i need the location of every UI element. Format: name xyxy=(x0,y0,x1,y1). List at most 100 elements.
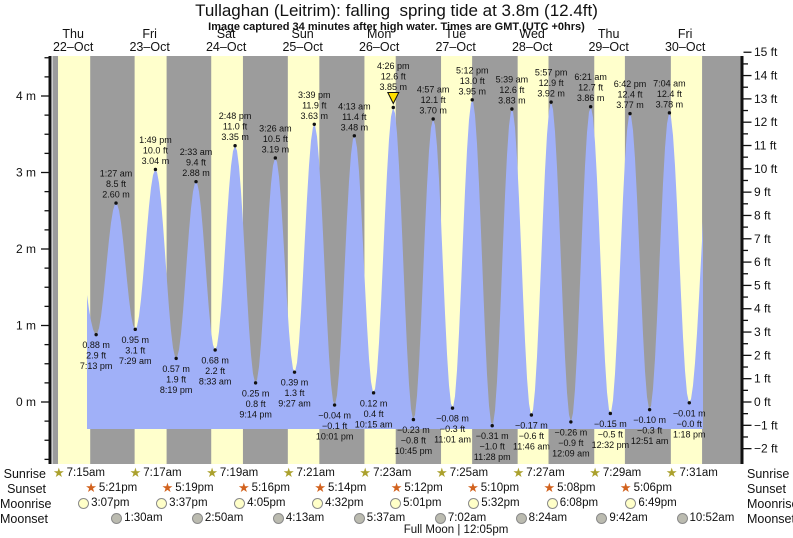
sunrise-icon: ★ xyxy=(359,464,372,480)
low-tide-point: 0.25 m 0.8 ft 9:14 pm xyxy=(239,381,272,419)
tide-curve xyxy=(87,101,703,429)
tide-annotation: 5:12 pm 13.0 ft 3.95 m xyxy=(456,65,489,96)
sunrise-icon: ★ xyxy=(512,464,525,480)
low-tide-point: 0.12 m 0.4 ft 10:15 am xyxy=(355,391,393,429)
tide-annotation: 1:49 pm 10.0 ft 3.04 m xyxy=(139,135,172,166)
tide-dot xyxy=(588,105,593,109)
sunrise-icon: ★ xyxy=(53,464,65,480)
tide-annotation: 4:26 pm 12.6 ft 3.85 m xyxy=(377,61,410,92)
sunrise-time: 7:19am xyxy=(219,467,259,479)
sunset-time: 5:14pm xyxy=(327,482,367,494)
tide-annotation: 0.68 m 2.2 ft 8:33 am xyxy=(199,355,232,386)
moonrise-time: 6:08pm xyxy=(559,497,599,509)
moonset-event: 9:42am xyxy=(596,511,648,525)
day-date: 24–Oct xyxy=(206,40,247,54)
moonset-icon xyxy=(434,512,446,524)
tide-annotation: 5:39 am 12.6 ft 3.83 m xyxy=(496,75,529,106)
moonset-icon xyxy=(353,512,365,524)
tide-annotation: 0.57 m 1.9 ft 8:19 pm xyxy=(160,364,193,395)
sunrise-event: ★ 7:31am xyxy=(666,466,718,480)
tide-annotation: 0.12 m 0.4 ft 10:15 am xyxy=(355,398,393,429)
tide-annotation: −0.10 m −0.3 ft 12:51 am xyxy=(631,415,669,446)
day-name: Wed xyxy=(519,27,545,41)
sunrise-time: 7:21am xyxy=(296,467,335,479)
tide-annotation: −0.26 m −0.9 ft 12:09 am xyxy=(552,427,590,458)
tide-dot xyxy=(292,370,297,374)
tide-dot xyxy=(687,401,691,405)
tide-dot xyxy=(549,100,553,104)
high-tide-point: 3:26 am 10.5 ft 3.19 m xyxy=(259,123,292,160)
high-tide-point: 5:57 pm 12.9 ft 3.92 m xyxy=(535,68,567,104)
high-tide-point: 4:13 am 11.4 ft 3.48 m xyxy=(338,101,371,138)
high-tide-point: 1:49 pm 10.0 ft 3.04 m xyxy=(139,135,172,172)
sunrise-event: ★ 7:19am xyxy=(206,466,258,480)
tide-annotation: 1:27 am 8.5 ft 2.60 m xyxy=(100,169,133,200)
moonrise-event: 3:37pm xyxy=(156,496,208,510)
feet-tick-label: 9 ft xyxy=(754,185,771,199)
sunset-icon: ★ xyxy=(467,479,479,495)
moonrise-event: 3:07pm xyxy=(78,496,129,510)
tide-annotation: 0.95 m 3.1 ft 7:29 am xyxy=(119,335,152,366)
low-tide-point: −0.08 m −0.3 ft 11:01 am xyxy=(434,406,471,445)
tide-annotation: −0.04 m −0.1 ft 10:01 pm xyxy=(316,411,354,442)
low-tide-point: −0.23 m −0.8 ft 10:45 pm xyxy=(395,417,433,456)
sunrise-time: 7:23am xyxy=(373,467,412,479)
sunrise-icon: ★ xyxy=(282,464,295,480)
low-tide-point: −0.26 m −0.9 ft 12:09 am xyxy=(552,420,590,458)
moonset-event: 2:50am xyxy=(191,511,243,525)
tide-annotation: 0.39 m 1.3 ft 9:27 am xyxy=(278,378,311,409)
low-tide-point: −0.04 m −0.1 ft 10:01 pm xyxy=(316,403,354,442)
tide-annotations: 0.88 m 2.9 ft 7:13 pm 1:27 am 8.5 ft 2.60 m 0.… xyxy=(80,61,706,462)
tide-annotation: 2:48 pm 11.0 ft 3.35 m xyxy=(219,111,252,142)
sunset-time: 5:21pm xyxy=(98,482,138,494)
low-tide-point: 0.57 m 1.9 ft 8:19 pm xyxy=(160,356,193,395)
tide-dot xyxy=(114,201,118,205)
sunset-time: 5:16pm xyxy=(251,482,290,494)
tide-dot xyxy=(569,420,573,424)
low-tide-point: −0.01 m −0.0 ft 1:18 pm xyxy=(673,401,706,439)
sunset-icon: ★ xyxy=(619,479,632,495)
low-tide-point: −0.17 m −0.6 ft 11:46 am xyxy=(513,413,550,452)
low-tide-point: −0.31 m −1.0 ft 11:28 pm xyxy=(474,424,511,462)
high-tide-point: 3:39 pm 11.9 ft 3.63 m xyxy=(298,90,331,127)
feet-tick-label: 12 ft xyxy=(754,115,778,129)
tide-dot xyxy=(608,411,613,416)
moonrise-event: 5:32pm xyxy=(468,496,520,510)
tide-dot xyxy=(153,167,158,172)
moonrise-icon xyxy=(546,497,558,509)
sunrise-time: 7:31am xyxy=(679,467,718,479)
low-tide-point: −0.15 m −0.5 ft 12:32 pm xyxy=(592,411,629,450)
sunrise-time: 7:25am xyxy=(449,467,489,479)
tide-annotation: −0.23 m −0.8 ft 10:45 pm xyxy=(395,425,433,456)
feet-tick-label: 8 ft xyxy=(754,208,771,222)
day-date: 22–Oct xyxy=(53,40,94,54)
moonset-event: 1:30am xyxy=(111,511,163,525)
day-name: Sat xyxy=(217,27,236,41)
feet-tick-label: 4 ft xyxy=(754,302,771,316)
high-tide-point: 2:48 pm 11.0 ft 3.35 m xyxy=(219,111,252,148)
sunset-icon: ★ xyxy=(161,479,174,495)
sunrise-time: 7:15am xyxy=(66,467,106,479)
low-tide-point: −0.10 m −0.3 ft 12:51 am xyxy=(631,407,669,446)
high-tide-point: 6:21 am 12.7 ft 3.86 m xyxy=(574,72,607,109)
tide-dot xyxy=(490,424,494,428)
moonset-event: 5:37am xyxy=(353,511,405,525)
moonrise-icon xyxy=(625,497,637,509)
moonset-icon xyxy=(272,512,284,524)
feet-tick-label: 13 ft xyxy=(754,92,778,106)
day-date: 29–Oct xyxy=(588,40,629,54)
moonset-event: 4:13am xyxy=(272,511,324,525)
moonrise-row-label: Moonrise xyxy=(0,497,52,511)
moonset-icon xyxy=(676,512,688,524)
moonrise-icon xyxy=(468,497,480,509)
day-headers: Thu22–OctFri23–OctSat24–OctSun25–OctMon2… xyxy=(53,27,706,54)
sunset-icon: ★ xyxy=(314,479,326,495)
sunrise-time: 7:27am xyxy=(526,467,565,479)
moonset-time: 9:42am xyxy=(609,512,648,524)
tide-annotation: 2:33 am 9.4 ft 2.88 m xyxy=(180,147,213,178)
sunset-event: ★ 5:16pm xyxy=(238,481,290,495)
sunset-row-label-right: Sunset xyxy=(747,482,786,496)
meter-tick-label: 1 m xyxy=(16,319,36,333)
current-time-arrow xyxy=(386,91,400,105)
